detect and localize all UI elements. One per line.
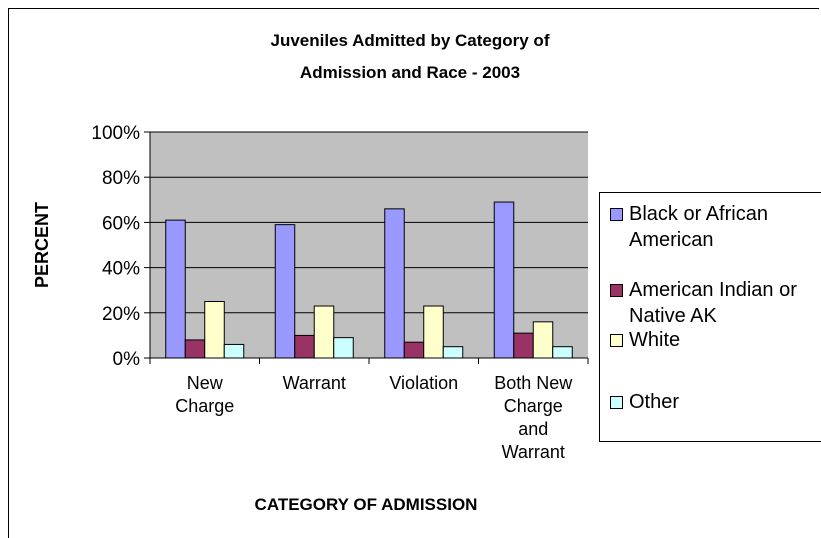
y-tick-label: 60% <box>102 213 140 234</box>
legend-label: Black or African American <box>629 203 768 251</box>
bar-2-3 <box>403 341 425 359</box>
legend-swatch <box>610 284 623 297</box>
legend-swatch <box>610 334 623 347</box>
y-tick-label: 80% <box>102 168 140 189</box>
bar-4-4 <box>552 346 573 359</box>
bar-1-4 <box>493 201 515 359</box>
legend-swatch <box>610 208 623 221</box>
chart-title-line-1: Juveniles Admitted by Category of <box>271 31 550 50</box>
y-tick-labels: 0% 20% 40% 60% 80% 100% <box>91 123 140 370</box>
y-tick-label: 0% <box>113 349 141 370</box>
bar-4-1 <box>223 343 245 359</box>
bar-4-2 <box>333 337 354 359</box>
y-axis-label: PERCENT <box>32 202 52 288</box>
x-tick-label: Violation <box>389 373 458 393</box>
legend-label: White <box>629 329 681 351</box>
legend-item: American Indian or Native AK <box>610 277 797 329</box>
legend-item: White <box>610 327 680 353</box>
bars <box>165 201 573 359</box>
x-tick-labels: New Charge Warrant Violation Both New Charge a… <box>175 373 573 462</box>
chart-title-line-2: Admission and Race - 2003 <box>300 63 520 82</box>
bar-2-1 <box>184 339 206 359</box>
bar-3-1 <box>204 301 225 359</box>
x-tick-label: Warrant <box>283 373 346 393</box>
y-tick-label: 20% <box>102 304 140 325</box>
bar-3-2 <box>313 305 335 359</box>
legend-item: Other <box>610 389 679 415</box>
bar-3-3 <box>423 305 444 359</box>
bar-1-1 <box>165 219 186 359</box>
y-tick-label: 40% <box>102 259 140 280</box>
chart-frame <box>8 8 819 538</box>
bar-2-4 <box>513 332 534 359</box>
legend-label: American Indian or Native AK <box>629 279 797 327</box>
bar-2-2 <box>294 334 315 359</box>
legend-item: Black or African American <box>610 201 768 253</box>
bar-3-4 <box>532 321 554 359</box>
axes <box>144 131 589 364</box>
x-tick-label: Both New Charge and Warrant <box>494 373 573 462</box>
legend-swatch <box>610 396 623 409</box>
bar-4-3 <box>442 346 464 359</box>
bar-1-3 <box>384 208 405 359</box>
legend: Black or African American American Indian… <box>599 192 821 442</box>
x-tick-label: New Charge <box>175 373 234 416</box>
legend-label: Other <box>629 391 680 413</box>
x-axis-label: CATEGORY OF ADMISSION <box>255 495 478 514</box>
gridlines <box>150 131 588 359</box>
bar-1-2 <box>274 224 296 359</box>
y-tick-label: 100% <box>91 123 140 144</box>
